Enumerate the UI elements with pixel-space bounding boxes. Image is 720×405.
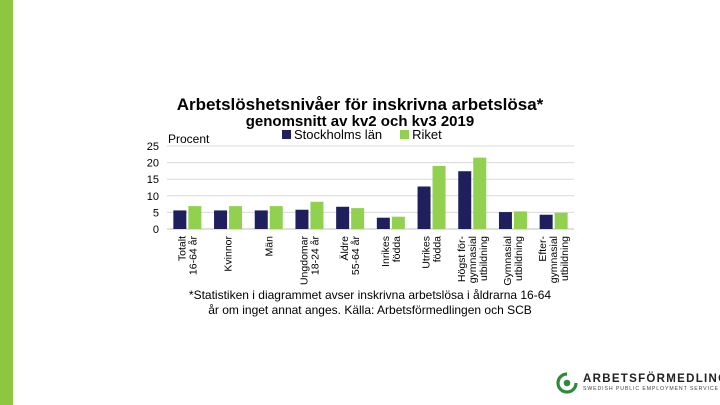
bar-riket-9 — [554, 212, 568, 229]
y-tick-label-20: 20 — [147, 158, 159, 170]
x-tick-label-5: Inrikesfödda — [380, 236, 403, 267]
chart-subtitle: genomsnitt av kv2 och kv3 2019 — [245, 113, 475, 130]
x-tick-label-6: Utrikesfödda — [421, 236, 444, 269]
x-tick-label-3: Ungdomar18-24 år — [298, 235, 321, 285]
accent-side-bar — [0, 0, 13, 405]
bar-stockholm-6 — [417, 186, 431, 229]
bar-riket-7 — [473, 157, 487, 229]
logo-wordmark: ARBETSFÖRMEDLINGEN — [583, 373, 720, 385]
arbetsformedlingen-logo: ARBETSFÖRMEDLINGEN SWEDISH PUBLIC EMPLOY… — [556, 372, 720, 394]
chart-title: Arbetslöshetsnivåer för inskrivna arbets… — [176, 95, 544, 114]
x-tick-label-line: gymnasial — [548, 236, 560, 283]
x-tick-label-1: Kvinnor — [223, 236, 235, 272]
x-tick-label-line: Ungdomar — [298, 236, 310, 286]
x-tick-label-line: gymnasial — [467, 236, 479, 283]
y-tick-label-0: 0 — [153, 224, 159, 236]
legend-label-stockholm: Stockholms län — [294, 127, 383, 142]
bar-riket-6 — [432, 165, 446, 229]
x-tick-label-8: Gymnasialutbildning — [502, 236, 525, 286]
y-axis-label: Procent — [168, 132, 210, 146]
x-tick-label-line: Totalt — [176, 236, 188, 261]
legend-swatch-riket — [400, 130, 410, 139]
x-tick-label-9: Efter-gymnasialutbildning — [537, 235, 571, 283]
legend-item-riket: Riket — [400, 127, 442, 142]
x-tick-label-2: Män — [263, 236, 275, 257]
bar-riket-4 — [351, 208, 365, 229]
footnote-line-2: år om inget annat anges. Källa: Arbetsfö… — [208, 303, 532, 317]
x-tick-label-line: Inrikes — [380, 236, 392, 267]
bar-stockholm-4 — [336, 206, 350, 229]
y-tick-label-15: 15 — [147, 174, 159, 186]
x-tick-label-line: födda — [432, 236, 444, 262]
x-tick-label-line: Högst för- — [456, 236, 468, 283]
bar-stockholm-1 — [214, 210, 228, 229]
bar-stockholm-3 — [295, 209, 309, 229]
legend-label-riket: Riket — [412, 127, 442, 142]
bar-riket-0 — [188, 206, 202, 229]
x-tick-label-line: Efter- — [537, 235, 549, 261]
bar-riket-3 — [310, 201, 324, 229]
bar-stockholm-7 — [458, 171, 472, 229]
y-tick-label-25: 25 — [147, 141, 159, 153]
x-tick-label-line: Äldre — [339, 236, 351, 261]
x-tick-label-line: födda — [391, 236, 403, 262]
x-tick-label-line: 55-64 år — [350, 235, 362, 275]
x-tick-label-line: Utrikes — [421, 236, 433, 269]
bar-riket-1 — [229, 206, 243, 229]
footnote-line-1: *Statistiken i diagrammet avser inskrivn… — [188, 288, 552, 302]
x-tick-label-line: 18-24 år — [309, 235, 321, 275]
bar-stockholm-0 — [173, 210, 187, 229]
logo-tagline: SWEDISH PUBLIC EMPLOYMENT SERVICE — [583, 386, 719, 392]
y-tick-label-10: 10 — [147, 191, 159, 203]
bar-stockholm-8 — [498, 212, 512, 229]
bar-stockholm-2 — [254, 210, 268, 229]
chart-footnote: *Statistiken i diagrammet avser inskrivn… — [180, 288, 560, 318]
x-tick-label-line: 16-64 år — [187, 235, 199, 275]
bar-riket-2 — [269, 206, 283, 229]
x-tick-label-line: Män — [263, 236, 275, 257]
x-tick-label-line: utbildning — [559, 236, 571, 281]
chart-legend: Stockholms län Riket — [282, 127, 460, 142]
bar-stockholm-5 — [376, 217, 390, 229]
x-tick-label-line: Gymnasial — [502, 236, 514, 286]
bar-stockholm-9 — [539, 214, 553, 229]
x-tick-label-0: Totalt16-64 år — [176, 235, 199, 275]
legend-swatch-stockholm — [282, 130, 291, 139]
bar-riket-8 — [513, 211, 527, 229]
y-tick-label-5: 5 — [153, 207, 159, 219]
x-tick-label-line: utbildning — [478, 236, 490, 281]
legend-item-stockholm: Stockholms län — [282, 127, 382, 142]
logo-mark-icon — [556, 372, 578, 394]
x-tick-label-line: Kvinnor — [223, 236, 235, 272]
x-tick-label-4: Äldre55-64 år — [339, 235, 362, 275]
x-tick-label-line: utbildning — [513, 236, 525, 281]
bar-riket-5 — [391, 216, 405, 229]
x-tick-label-7: Högst för-gymnasialutbildning — [456, 236, 490, 284]
